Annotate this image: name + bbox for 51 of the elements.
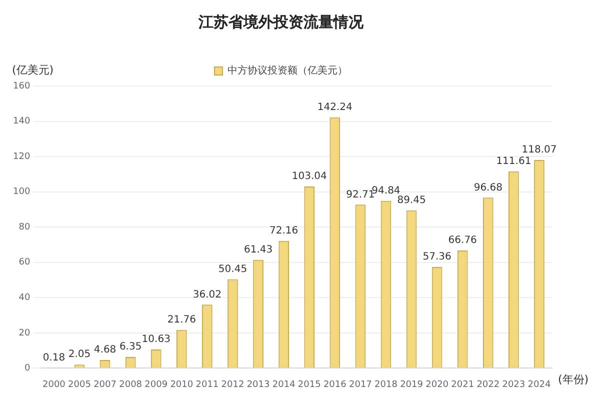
y-tick-label: 0 bbox=[24, 364, 30, 374]
x-tick-label: 2022 bbox=[476, 380, 500, 390]
data-label: 4.68 bbox=[94, 344, 116, 356]
data-label: 66.76 bbox=[448, 235, 477, 246]
y-tick-label: 80 bbox=[18, 222, 30, 232]
x-tick-label: 2008 bbox=[119, 380, 142, 390]
data-label: 103.04 bbox=[292, 171, 327, 182]
data-label: 10.63 bbox=[142, 334, 170, 346]
x-tick-label: 2011 bbox=[196, 380, 219, 390]
x-tick-label: 2020 bbox=[426, 380, 449, 390]
x-tick-label: 2000 bbox=[42, 380, 66, 390]
y-tick-label: 40 bbox=[18, 292, 30, 303]
data-label: 72.16 bbox=[270, 226, 298, 237]
x-tick-label: 2024 bbox=[528, 380, 551, 390]
data-label: 142.24 bbox=[317, 102, 352, 113]
data-label: 96.68 bbox=[474, 182, 502, 194]
x-tick-label: 2017 bbox=[348, 380, 372, 390]
data-label: 118.07 bbox=[522, 144, 557, 156]
y-tick-label: 140 bbox=[12, 116, 30, 127]
x-tick-label: 2010 bbox=[170, 380, 194, 390]
x-tick-label: 2012 bbox=[221, 380, 244, 390]
x-tick-label: 2005 bbox=[68, 380, 91, 390]
data-label: 111.61 bbox=[496, 156, 532, 167]
data-label: 50.45 bbox=[218, 264, 248, 275]
x-tick-label: 2009 bbox=[144, 380, 168, 390]
chart-title: 江苏省境外投资流量情况 bbox=[198, 12, 364, 31]
y-tick-label: 60 bbox=[18, 258, 30, 268]
data-label: 21.76 bbox=[167, 314, 196, 326]
data-label: 36.02 bbox=[192, 289, 222, 300]
y-tick-label: 120 bbox=[12, 152, 30, 162]
x-tick-label: 2015 bbox=[298, 380, 321, 390]
x-tick-label: 2014 bbox=[272, 380, 296, 390]
y-tick-label: 100 bbox=[12, 187, 30, 198]
x-tick-label: 2019 bbox=[400, 380, 424, 390]
x-tick-label: 2018 bbox=[374, 380, 398, 390]
x-tick-label: 2016 bbox=[323, 380, 347, 390]
data-label: 6.35 bbox=[119, 342, 142, 353]
data-label: 57.36 bbox=[422, 252, 452, 263]
y-tick-label: 160 bbox=[12, 81, 30, 92]
x-tick-label: 2013 bbox=[246, 380, 270, 390]
data-label: 89.45 bbox=[397, 195, 426, 206]
x-tick-label: 2023 bbox=[502, 380, 526, 390]
x-tick-label: 2007 bbox=[94, 380, 116, 390]
legend-label: 中方协议投资额（亿美元） bbox=[228, 64, 348, 77]
data-label: 0.18 bbox=[42, 352, 66, 364]
data-label: 61.43 bbox=[244, 244, 273, 256]
y-axis-title: (亿美元) bbox=[12, 63, 54, 76]
x-tick-label: 2021 bbox=[451, 380, 474, 390]
x-axis-title: (年份) bbox=[558, 373, 589, 386]
y-tick-label: 20 bbox=[18, 328, 30, 338]
data-label: 2.05 bbox=[68, 349, 91, 360]
